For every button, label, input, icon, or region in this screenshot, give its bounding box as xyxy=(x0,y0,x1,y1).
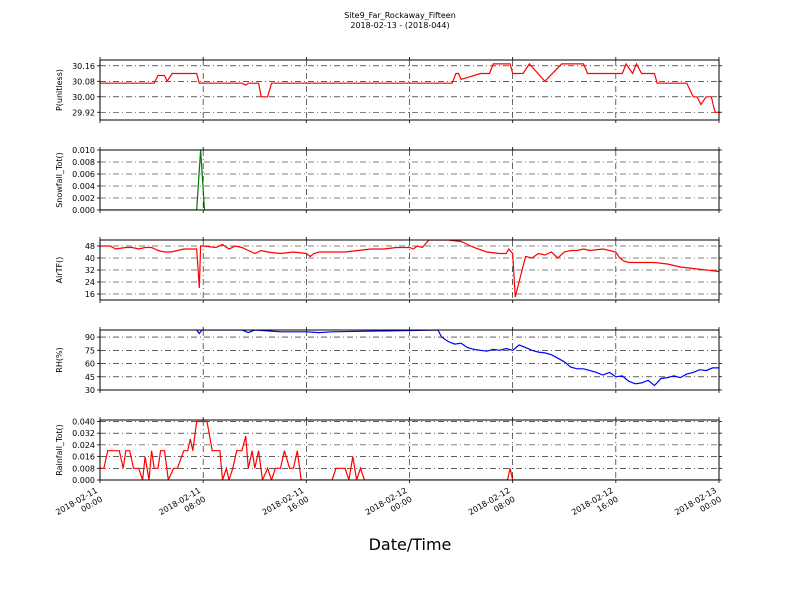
y-tick-label: 0.004 xyxy=(72,182,95,191)
axes-frame xyxy=(99,239,720,301)
y-tick-label: 30 xyxy=(85,386,95,395)
x-tick-labels: 2018-02-1100:00 2018-02-1108:00 2018-02-11… xyxy=(54,486,723,526)
axes-frame xyxy=(99,59,720,121)
x-axis-label: Date/Time xyxy=(369,535,452,554)
axes-frame xyxy=(99,149,720,211)
y-axis-label: RH(%) xyxy=(55,347,64,372)
x-tick-label: 2018-02-1100:00 xyxy=(54,486,104,526)
x-tick-label: 2018-02-1116:00 xyxy=(261,486,311,526)
y-tick-label: 30.00 xyxy=(72,93,95,102)
axes-frame xyxy=(99,329,720,391)
series-line xyxy=(100,240,719,298)
x-tick-label: 2018-02-1216:00 xyxy=(570,486,620,526)
x-tick-label: 2018-02-1200:00 xyxy=(364,486,414,526)
chart-title: Site9_Far_Rockaway_Fifteen xyxy=(344,11,456,20)
panels: 29.9230.0030.0830.16P(unitless)0.0000.00… xyxy=(55,57,722,485)
series-line xyxy=(196,330,719,387)
y-tick-label: 32 xyxy=(85,266,95,275)
y-tick-label: 0.002 xyxy=(72,194,95,203)
y-tick-label: 30.08 xyxy=(72,77,95,86)
y-tick-label: 48 xyxy=(85,242,95,251)
axes-frame xyxy=(99,419,720,481)
y-tick-label: 29.92 xyxy=(72,108,95,117)
y-tick-label: 0.000 xyxy=(72,206,95,215)
y-tick-label: 60 xyxy=(85,360,95,369)
series-line xyxy=(100,62,719,113)
y-axis-label: Snowfall_Tot() xyxy=(55,152,64,208)
x-tick-label: 2018-02-1108:00 xyxy=(157,486,207,526)
y-tick-label: 75 xyxy=(85,346,95,355)
series-line xyxy=(100,420,719,480)
y-tick-label: 30.16 xyxy=(72,62,95,71)
y-tick-label: 24 xyxy=(85,278,95,287)
panel-4: 30 45 60 75 90 RH(%) xyxy=(55,327,722,395)
panel-3: 16 24 32 40 48 AirTF() xyxy=(55,237,722,303)
y-tick-label: 0.008 xyxy=(72,464,95,473)
panel-5: 0.000 0.008 0.016 0.024 0.032 0.040 Rainfall_T… xyxy=(55,417,722,485)
panel-1: 29.92 30.00 30.08 30.16 P(unitless) xyxy=(55,57,722,123)
y-tick-label: 0.016 xyxy=(72,453,95,462)
y-tick-label: 0.024 xyxy=(72,441,95,450)
y-tick-label: 0.032 xyxy=(72,429,95,438)
y-axis-label: Rainfall_Tot() xyxy=(55,424,64,476)
x-tick-label: 2018-02-1208:00 xyxy=(467,486,517,526)
y-tick-label: 0.040 xyxy=(72,417,95,426)
y-axis-label: P(unitless) xyxy=(55,69,64,111)
y-tick-label: 0.008 xyxy=(72,158,95,167)
y-tick-label: 90 xyxy=(85,333,95,342)
chart-subtitle: 2018-02-13 - (2018-044) xyxy=(350,21,449,30)
y-axis-label: AirTF() xyxy=(55,257,64,284)
y-tick-label: 40 xyxy=(85,254,95,263)
y-tick-label: 0.006 xyxy=(72,170,95,179)
y-tick-label: 45 xyxy=(85,373,95,382)
panel-2: 0.000 0.002 0.004 0.006 0.008 0.010 Snowfall_T… xyxy=(55,146,722,215)
y-tick-label: 0.000 xyxy=(72,476,95,485)
y-tick-label: 16 xyxy=(85,290,95,299)
x-tick-label: 2018-02-1300:00 xyxy=(673,486,723,526)
y-tick-label: 0.010 xyxy=(72,146,95,155)
